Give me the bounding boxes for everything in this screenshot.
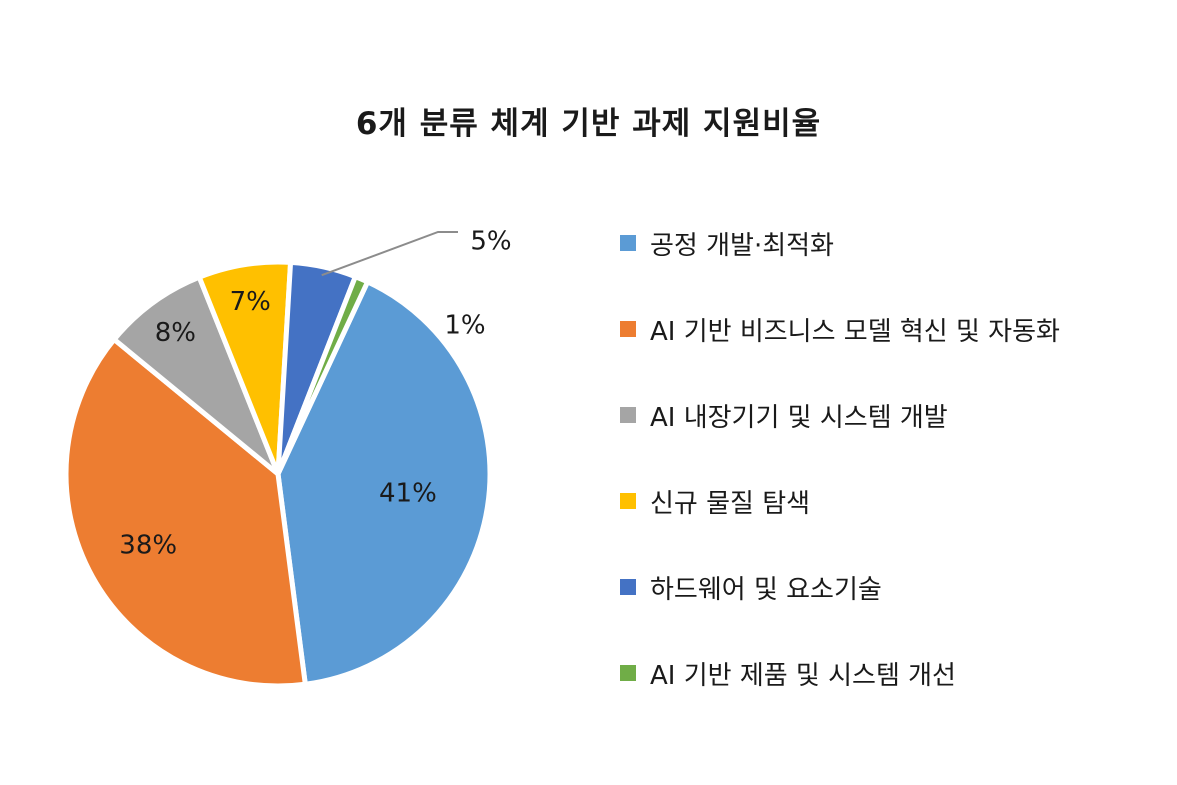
legend-swatch bbox=[620, 321, 636, 337]
chart-title: 6개 분류 체계 기반 과제 지원비율 bbox=[355, 106, 822, 142]
legend-label: AI 기반 제품 및 시스템 개선 bbox=[650, 660, 956, 691]
legend-item: AI 기반 제품 및 시스템 개선 bbox=[620, 630, 1060, 716]
slice-label: 8% bbox=[155, 318, 196, 348]
legend-swatch bbox=[620, 665, 636, 681]
legend: 공정 개발·최적화 AI 기반 비즈니스 모델 혁신 및 자동화 AI 내장기기 및… bbox=[620, 200, 1060, 716]
legend-item: AI 기반 비즈니스 모델 혁신 및 자동화 bbox=[620, 286, 1060, 372]
slice-label: 41% bbox=[379, 479, 437, 509]
pie-slice bbox=[275, 279, 493, 687]
legend-item: AI 내장기기 및 시스템 개발 bbox=[620, 372, 1060, 458]
legend-swatch bbox=[620, 407, 636, 423]
legend-label: AI 기반 비즈니스 모델 혁신 및 자동화 bbox=[650, 316, 1060, 347]
slice-label: 5% bbox=[470, 227, 511, 257]
legend-item: 하드웨어 및 요소기술 bbox=[620, 544, 1060, 630]
pie-slice bbox=[275, 274, 371, 477]
pie-slice bbox=[63, 336, 308, 689]
legend-label: AI 내장기기 및 시스템 개발 bbox=[650, 402, 948, 433]
legend-swatch bbox=[620, 235, 636, 251]
legend-swatch bbox=[620, 493, 636, 509]
legend-item: 공정 개발·최적화 bbox=[620, 200, 1060, 286]
legend-item: 신규 물질 탐색 bbox=[620, 458, 1060, 544]
legend-swatch bbox=[620, 579, 636, 595]
legend-label: 신규 물질 탐색 bbox=[650, 488, 811, 519]
slice-label: 7% bbox=[230, 287, 271, 317]
legend-label: 공정 개발·최적화 bbox=[650, 230, 834, 261]
slice-label: 1% bbox=[444, 311, 485, 341]
legend-label: 하드웨어 및 요소기술 bbox=[650, 574, 882, 605]
leader-line bbox=[321, 231, 458, 277]
slice-label: 38% bbox=[119, 530, 177, 560]
